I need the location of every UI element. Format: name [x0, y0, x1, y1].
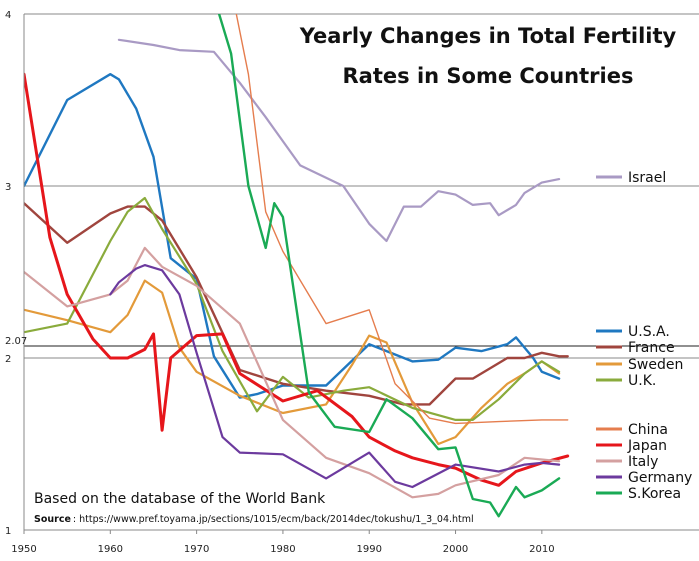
legend-label-japan: Japan	[627, 438, 667, 454]
series-lines	[24, 14, 570, 518]
tick-labels: 1 2 3 4 2.07 1950 1960 1970 1980 1990 2000 2010	[5, 10, 555, 555]
series-line-france	[24, 201, 569, 406]
y-tick-label-4: 4	[5, 10, 11, 21]
legend-label-germany: Germany	[628, 470, 692, 486]
y-tick-label-2: 2	[5, 354, 11, 365]
x-tick-label-2000: 2000	[443, 544, 468, 555]
chart-title-line-1: Yearly Changes in Total Fertility	[299, 24, 677, 48]
y-tick-label-1: 1	[5, 526, 11, 537]
legend-label-u-k: U.K.	[628, 373, 656, 389]
legend-label-u-s-a: U.S.A.	[628, 324, 670, 340]
legend-label-sweden: Sweden	[628, 357, 683, 373]
series-line-germany	[109, 264, 561, 489]
x-tick-label-2010: 2010	[529, 544, 554, 555]
source-url: : https://www.pref.toyama.jp/sections/10…	[73, 514, 474, 525]
series-line-japan	[24, 72, 570, 487]
series-line-china	[235, 14, 569, 425]
x-tick-label-1950: 1950	[11, 544, 36, 555]
x-tick-label-1990: 1990	[357, 544, 382, 555]
series-line-sweden	[24, 279, 561, 446]
y-tick-label-3: 3	[5, 182, 11, 193]
legend-label-france: France	[628, 340, 675, 356]
series-line-italy	[24, 246, 561, 499]
reference-line-label: 2.07	[5, 336, 27, 347]
gridlines	[24, 13, 699, 359]
legend-label-s-korea: S.Korea	[628, 486, 681, 502]
source-line: Source: https://www.pref.toyama.jp/secti…	[34, 514, 474, 525]
axes	[23, 14, 699, 534]
series-line-u-s-a	[24, 72, 561, 399]
chart-title-line-2: Rates in Some Countries	[343, 64, 634, 88]
legend-label-china: China	[628, 422, 668, 438]
x-tick-label-1970: 1970	[184, 544, 209, 555]
series-line-s-korea	[217, 14, 561, 518]
source-label: Source	[34, 514, 71, 525]
database-note: Based on the database of the World Bank	[34, 491, 326, 507]
x-tick-label-1960: 1960	[98, 544, 123, 555]
legend-label-italy: Italy	[628, 454, 658, 470]
series-line-israel	[117, 38, 561, 243]
legend-label-israel: Israel	[628, 170, 666, 186]
series-line-u-k	[24, 196, 561, 421]
x-tick-label-1980: 1980	[270, 544, 295, 555]
